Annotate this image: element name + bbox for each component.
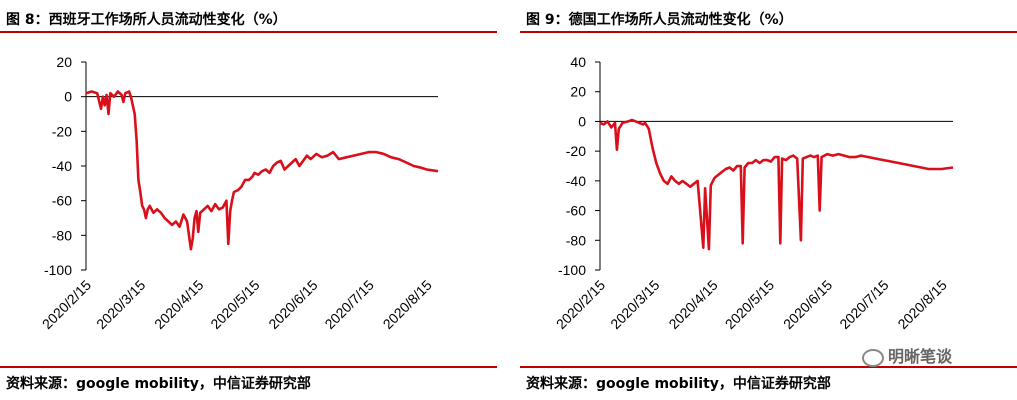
figure-title: 图 9：德国工作场所人员流动性变化（%） <box>526 12 793 28</box>
x-tick-label: 2020/5/15 <box>722 277 778 333</box>
x-tick-label: 2020/4/15 <box>665 277 721 333</box>
x-tick-label: 2020/8/15 <box>380 277 436 333</box>
y-tick-label: -80 <box>52 227 72 243</box>
series-line <box>85 90 439 251</box>
x-tick-label: 2020/3/15 <box>607 277 663 333</box>
wechat-icon <box>862 348 884 367</box>
x-tick-label: 2020/8/15 <box>894 277 950 333</box>
x-tick-label: 2020/5/15 <box>207 277 263 333</box>
x-tick-label: 2020/3/15 <box>93 277 149 333</box>
bottom-rule <box>520 366 1017 368</box>
source-note: 资料来源：google mobility，中信证券研究部 <box>6 376 311 392</box>
y-tick-label: -100 <box>558 262 586 278</box>
x-tick-label: 2020/2/15 <box>39 277 95 333</box>
y-tick-label: 20 <box>570 84 586 100</box>
chart-panel-germany: 图 9：德国工作场所人员流动性变化（%） 40 20 0 -20 -40 -60 -80 -1… <box>520 0 1017 400</box>
x-tick-label: 2020/6/15 <box>780 277 836 333</box>
y-tick-label: -100 <box>44 262 72 278</box>
figure-title: 图 8：西班牙工作场所人员流动性变化（%） <box>6 12 287 28</box>
y-tick-label: -80 <box>566 232 586 248</box>
top-rule <box>520 31 1017 33</box>
x-tick-label: 2020/4/15 <box>151 277 207 333</box>
watermark-text: 明晰笔谈 <box>888 347 953 366</box>
y-tick-label: 20 <box>56 54 72 70</box>
y-tick-label: -60 <box>52 193 72 209</box>
top-rule <box>0 31 497 33</box>
y-tick-label: -60 <box>566 203 586 219</box>
y-tick-label: 40 <box>570 54 586 70</box>
chart-panel-spain: 图 8：西班牙工作场所人员流动性变化（%） 20 0 -20 -40 -60 -80 -10… <box>0 0 497 400</box>
watermark: 明晰笔谈 <box>862 343 952 367</box>
y-tick-label: 0 <box>578 113 586 129</box>
y-tick-label: -20 <box>566 143 586 159</box>
x-tick-label: 2020/6/15 <box>265 277 321 333</box>
x-tick-label: 2020/2/15 <box>553 277 609 333</box>
source-note: 资料来源：google mobility，中信证券研究部 <box>526 376 831 392</box>
series-line <box>599 118 954 251</box>
x-tick-label: 2020/7/15 <box>321 277 377 333</box>
y-tick-label: 0 <box>64 89 72 105</box>
y-tick-label: -20 <box>52 123 72 139</box>
bottom-rule <box>0 366 497 368</box>
x-tick-label: 2020/7/15 <box>836 277 892 333</box>
y-tick-label: -40 <box>566 173 586 189</box>
y-tick-label: -40 <box>52 158 72 174</box>
